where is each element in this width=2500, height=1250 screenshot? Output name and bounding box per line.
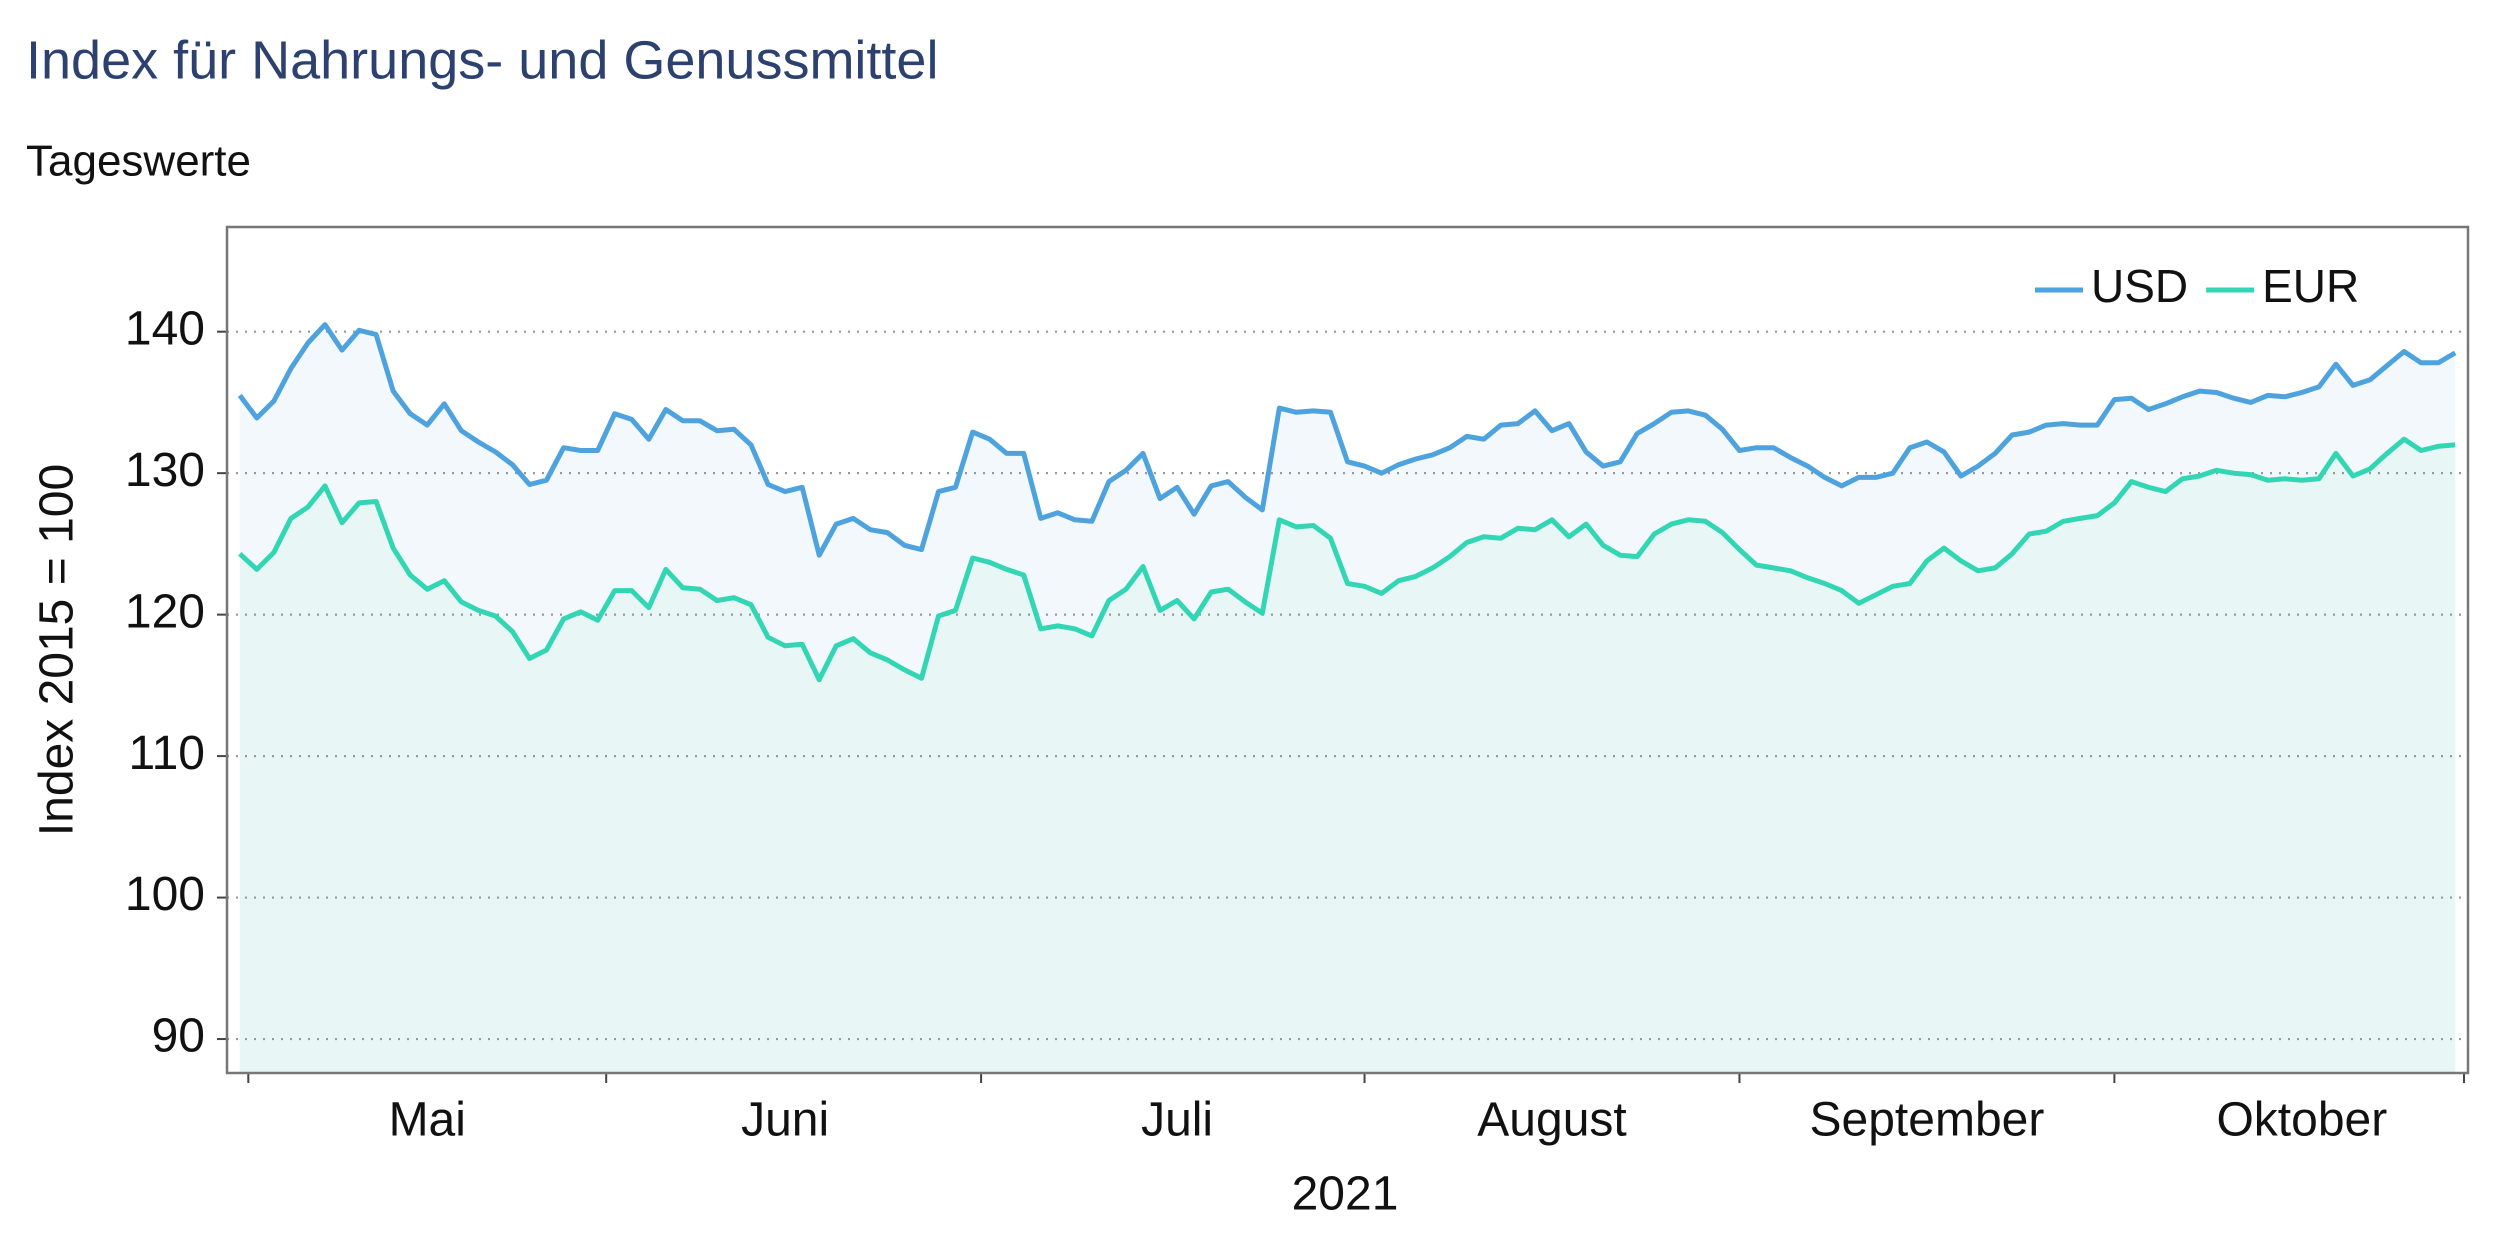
x-tick-label: Oktober (2216, 1094, 2387, 1147)
y-tick-label: 120 (125, 585, 205, 638)
x-tick-label: August (1477, 1094, 1626, 1147)
plot-frame (225, 225, 2470, 1075)
y-tick-label: 110 (128, 727, 205, 780)
x-tick-label: Juli (1141, 1094, 1213, 1147)
y-tick-label: 100 (125, 868, 205, 921)
x-tick-label: September (1810, 1094, 2045, 1147)
x-tick-label: Mai (389, 1094, 466, 1147)
y-tick-label: 140 (125, 302, 205, 355)
chart-subtitle: Tageswerte (26, 137, 251, 186)
y-tick-label: 90 (152, 1010, 205, 1063)
line-series (238, 436, 2456, 683)
area-fill (239, 439, 2456, 1073)
legend-label: USD (2091, 260, 2188, 312)
x-axis-label: 2021 (1292, 1168, 1399, 1221)
line-series (237, 322, 2457, 558)
chart-title: Index für Nahrungs- und Genussmittel (26, 30, 938, 90)
y-tick-label: 130 (125, 444, 205, 497)
y-axis-label: Index 2015 = 100 (31, 464, 84, 836)
x-tick-label: Juni (741, 1094, 829, 1147)
legend-label: EUR (2262, 260, 2359, 312)
